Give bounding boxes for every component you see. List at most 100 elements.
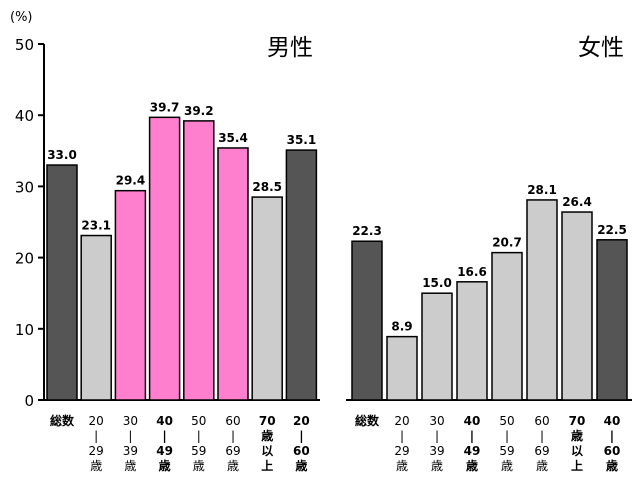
- category-label: 総数: [355, 413, 380, 428]
- category-label-line: 総数: [355, 413, 380, 428]
- category-label-line: 歳: [501, 459, 513, 473]
- category-label-line: 39: [429, 444, 444, 458]
- y-tick-label: 20: [15, 250, 34, 268]
- category-label: 50|59歳: [191, 414, 206, 473]
- panel-title-male: 男性: [267, 35, 313, 61]
- category-label-line: |: [470, 429, 474, 443]
- bar: [561, 211, 593, 401]
- value-label: 22.3: [352, 224, 382, 238]
- category-label-line: 59: [499, 444, 514, 458]
- value-label: 28.5: [252, 180, 282, 194]
- bar: [46, 164, 78, 401]
- category-label: 40|60歳: [604, 414, 621, 473]
- bar: [80, 234, 112, 401]
- category-label-line: 20: [394, 414, 409, 428]
- value-label: 22.5: [597, 223, 627, 237]
- bar: [386, 335, 418, 401]
- bar: [285, 149, 318, 401]
- category-label-line: 70: [569, 414, 586, 428]
- bar: [456, 281, 488, 401]
- category-label-line: 歳: [90, 459, 102, 473]
- value-label: 23.1: [81, 219, 111, 233]
- value-label: 15.0: [422, 276, 452, 290]
- y-tick-label: 10: [15, 321, 34, 339]
- category-label-line: |: [400, 429, 404, 443]
- value-label: 39.7: [150, 100, 180, 114]
- category-label: 30|39歳: [429, 414, 444, 473]
- category-label-line: 29: [394, 444, 409, 458]
- category-label-line: 49: [156, 444, 173, 458]
- category-label-line: |: [94, 429, 98, 443]
- category-label-line: 49: [464, 444, 481, 458]
- category-label-line: 総数: [50, 413, 75, 428]
- category-label-line: 29: [89, 444, 104, 458]
- panel-title-female: 女性: [578, 35, 624, 61]
- category-label-line: 歳: [124, 459, 136, 473]
- category-label: 40|49歳: [464, 414, 481, 473]
- category-label-line: 40: [156, 414, 173, 428]
- category-label-line: 30: [429, 414, 444, 428]
- category-label-line: 50: [499, 414, 514, 428]
- category-label: 20|29歳: [89, 414, 104, 473]
- category-label-line: 歳: [606, 458, 618, 473]
- value-label: 26.4: [562, 195, 592, 209]
- category-label-line: 歳: [466, 458, 478, 473]
- category-label-line: 40: [604, 414, 621, 428]
- value-label: 16.6: [457, 265, 487, 279]
- category-label-line: |: [610, 429, 614, 443]
- category-label-line: 30: [123, 414, 138, 428]
- category-label-line: 39: [123, 444, 138, 458]
- value-label: 29.4: [116, 174, 146, 188]
- category-label-line: 69: [534, 444, 549, 458]
- category-label-line: 60: [225, 414, 240, 428]
- category-label-line: 50: [191, 414, 206, 428]
- category-label-line: |: [231, 429, 235, 443]
- value-label: 28.1: [527, 183, 557, 197]
- category-label-line: 歳: [227, 459, 239, 473]
- category-label-line: |: [128, 429, 132, 443]
- category-label-line: 60: [604, 444, 621, 458]
- y-tick-label: 0: [24, 392, 34, 410]
- bar: [217, 147, 249, 401]
- category-label-line: 40: [464, 414, 481, 428]
- category-label-line: 上: [261, 458, 273, 473]
- y-tick-label: 50: [15, 36, 34, 54]
- category-label: 50|59歳: [499, 414, 514, 473]
- category-label-line: 60: [293, 444, 310, 458]
- category-label-line: 歳: [295, 458, 307, 473]
- value-label: 33.0: [47, 148, 77, 162]
- category-label: 30|39歳: [123, 414, 138, 473]
- bar: [526, 199, 558, 401]
- category-label-line: 歳: [396, 459, 408, 473]
- category-label-line: 以: [261, 444, 273, 458]
- y-axis-unit-label: (%): [10, 10, 33, 25]
- category-label: 40|49歳: [156, 414, 173, 473]
- bar: [596, 239, 628, 401]
- category-label-line: |: [162, 429, 166, 443]
- value-label: 35.4: [218, 131, 248, 145]
- category-label: 60|69歳: [225, 414, 240, 473]
- category-label-line: 歳: [261, 428, 273, 443]
- category-label-line: 59: [191, 444, 206, 458]
- category-label-line: |: [435, 429, 439, 443]
- category-label-line: 歳: [536, 459, 548, 473]
- bar: [251, 196, 283, 401]
- category-label-line: 60: [534, 414, 549, 428]
- bar: [114, 189, 147, 401]
- bar: [351, 240, 383, 401]
- category-label: 総数: [50, 413, 75, 428]
- y-axis-ticks: 0 10 20 30 40 50: [15, 36, 44, 410]
- category-label-line: 歳: [571, 428, 583, 443]
- category-label-line: 69: [225, 444, 240, 458]
- value-label: 35.1: [287, 133, 317, 147]
- category-label-line: 歳: [159, 458, 171, 473]
- category-label-line: 歳: [431, 459, 443, 473]
- category-label-line: |: [505, 429, 509, 443]
- value-label: 8.9: [391, 320, 412, 334]
- category-labels-group: 総数 20|29歳30|39歳40|49歳50|59歳60|69歳70歳以上20|…: [50, 413, 620, 473]
- category-label-line: |: [197, 429, 201, 443]
- bar: [491, 251, 523, 401]
